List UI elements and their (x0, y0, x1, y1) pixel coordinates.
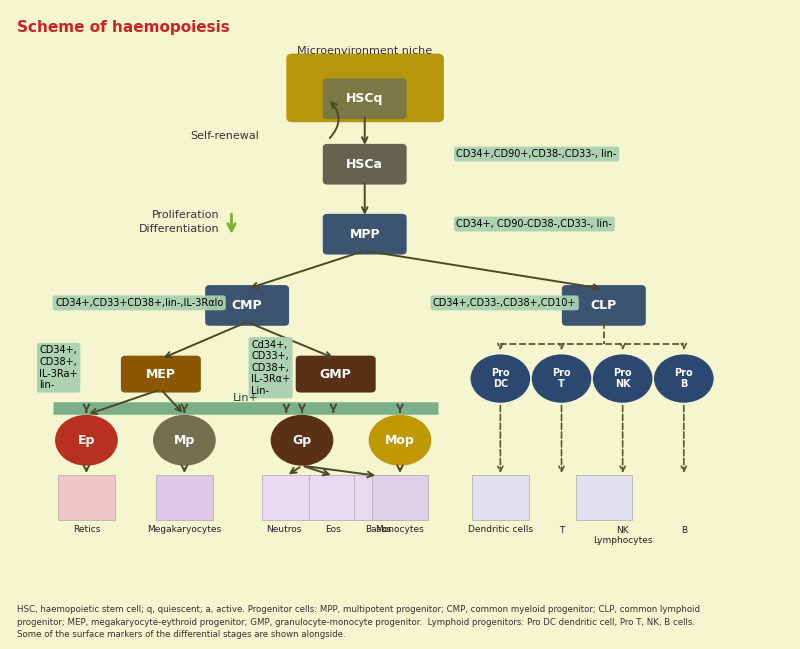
Text: Pro
NK: Pro NK (614, 368, 632, 389)
FancyBboxPatch shape (121, 356, 201, 393)
FancyBboxPatch shape (286, 54, 444, 122)
FancyBboxPatch shape (562, 285, 646, 326)
FancyBboxPatch shape (262, 474, 310, 520)
FancyBboxPatch shape (472, 474, 529, 520)
Text: Neutros: Neutros (266, 525, 302, 534)
Text: Microenvironment niche: Microenvironment niche (297, 46, 432, 56)
FancyBboxPatch shape (205, 285, 289, 326)
Text: Retics: Retics (73, 525, 100, 534)
Text: T: T (559, 526, 564, 535)
Circle shape (593, 354, 653, 403)
Text: CLP: CLP (590, 299, 617, 312)
FancyBboxPatch shape (322, 214, 406, 254)
Circle shape (369, 415, 431, 466)
Text: Proliferation: Proliferation (152, 210, 220, 220)
Text: CD34+,CD33-,CD38+,CD10+: CD34+,CD33-,CD38+,CD10+ (433, 298, 576, 308)
Text: Pro
DC: Pro DC (491, 368, 510, 389)
Text: Dendritic cells: Dendritic cells (468, 525, 533, 534)
Text: Monocytes: Monocytes (376, 525, 424, 534)
Text: CD34+, CD90-CD38-,CD33-, lin-: CD34+, CD90-CD38-,CD33-, lin- (457, 219, 612, 229)
Text: Cd34+,
CD33+,
CD38+,
IL-3Rα+
Lin-: Cd34+, CD33+, CD38+, IL-3Rα+ Lin- (251, 339, 290, 396)
Circle shape (470, 354, 530, 403)
Circle shape (153, 415, 216, 466)
Text: Megakaryocytes: Megakaryocytes (147, 525, 222, 534)
Text: CD34+,CD90+,CD38-,CD33-, lin-: CD34+,CD90+,CD38-,CD33-, lin- (457, 149, 617, 159)
FancyBboxPatch shape (309, 474, 358, 520)
Text: Eos: Eos (326, 525, 342, 534)
Text: Basos: Basos (365, 525, 391, 534)
Text: Scheme of haemopoiesis: Scheme of haemopoiesis (18, 21, 230, 36)
Circle shape (654, 354, 714, 403)
FancyBboxPatch shape (58, 474, 114, 520)
FancyBboxPatch shape (156, 474, 213, 520)
Text: Pro
T: Pro T (552, 368, 571, 389)
Text: CD34+,CD33+CD38+,lin-,IL-3Rαlo: CD34+,CD33+CD38+,lin-,IL-3Rαlo (55, 298, 223, 308)
Text: Mop: Mop (385, 434, 415, 447)
Circle shape (270, 415, 334, 466)
FancyBboxPatch shape (322, 144, 406, 184)
Text: HSCa: HSCa (346, 158, 383, 171)
Text: NK: NK (616, 526, 629, 535)
Text: Differentiation: Differentiation (139, 224, 220, 234)
Text: Self-renewal: Self-renewal (190, 131, 259, 141)
FancyBboxPatch shape (576, 474, 632, 520)
Text: Lin+: Lin+ (233, 393, 258, 404)
FancyBboxPatch shape (372, 474, 428, 520)
Circle shape (532, 354, 591, 403)
Text: HSC, haemopoietic stem cell; q, quiescent; a, active. Progenitor cells: MPP, mul: HSC, haemopoietic stem cell; q, quiescen… (18, 606, 701, 639)
Text: Gp: Gp (293, 434, 311, 447)
Text: HSCq: HSCq (346, 92, 383, 105)
Text: Pro
B: Pro B (674, 368, 693, 389)
Text: CD34+,
CD38+,
IL-3Ra+
lin-: CD34+, CD38+, IL-3Ra+ lin- (39, 345, 78, 390)
Text: Ep: Ep (78, 434, 95, 447)
Text: GMP: GMP (320, 367, 351, 380)
FancyBboxPatch shape (354, 474, 402, 520)
FancyBboxPatch shape (322, 79, 406, 119)
FancyBboxPatch shape (296, 356, 376, 393)
Text: MEP: MEP (146, 367, 176, 380)
Text: Mp: Mp (174, 434, 195, 447)
Circle shape (55, 415, 118, 466)
Text: B: B (681, 526, 687, 535)
Text: CMP: CMP (232, 299, 262, 312)
Text: Lymphocytes: Lymphocytes (593, 536, 653, 545)
Text: MPP: MPP (350, 228, 380, 241)
